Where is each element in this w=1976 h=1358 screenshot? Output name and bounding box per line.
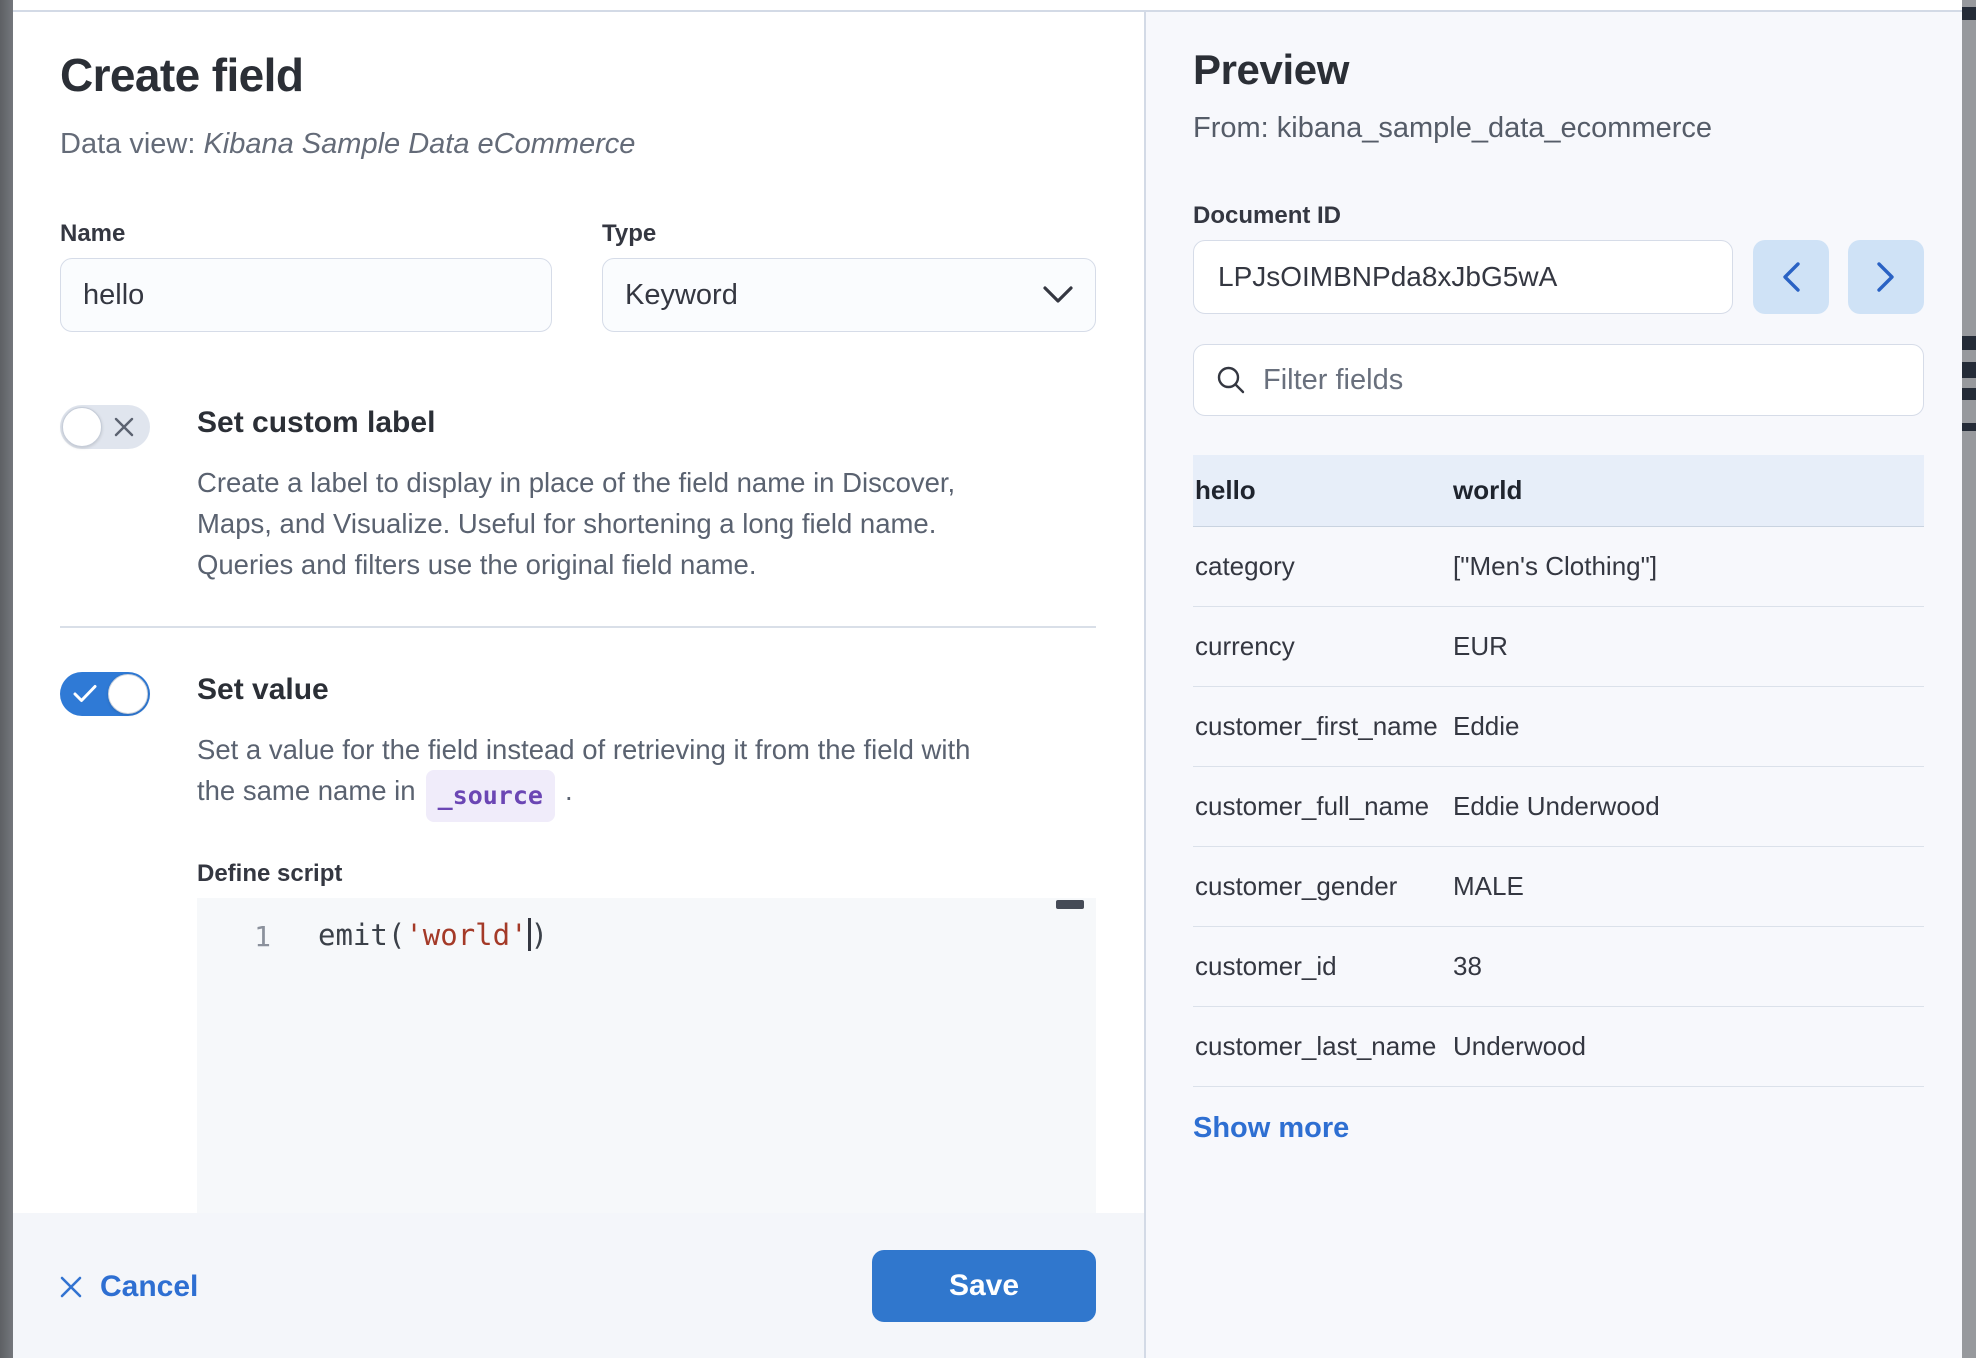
set-custom-label-description: Create a label to display in place of th… <box>197 462 955 585</box>
editor-code-line: emit('world') <box>318 918 548 952</box>
name-input-value: hello <box>83 278 145 311</box>
code-close-paren: ) <box>530 918 548 952</box>
field-name-cell: customer_gender <box>1195 871 1398 901</box>
preview-table-header-row: hello world <box>1193 455 1924 527</box>
text-cursor <box>527 918 531 951</box>
description-text: the same name in <box>197 775 416 806</box>
field-value-cell: Underwood <box>1453 1031 1586 1061</box>
search-icon <box>1216 365 1246 395</box>
page-behind-artifact <box>1962 362 1976 378</box>
panel-divider <box>1144 12 1146 1358</box>
cancel-button[interactable]: Cancel <box>57 1270 198 1304</box>
new-field-name: hello <box>1195 475 1256 505</box>
set-value-description: Set a value for the field instead of ret… <box>197 729 970 822</box>
toggle-on-check-icon <box>73 685 97 704</box>
name-input[interactable]: hello <box>60 258 552 332</box>
toggle-knob <box>62 407 102 447</box>
filter-fields-placeholder: Filter fields <box>1263 363 1404 396</box>
editor-line-number: 1 <box>254 920 271 953</box>
previous-document-button[interactable] <box>1753 240 1829 314</box>
field-name-cell: currency <box>1195 631 1295 661</box>
table-row[interactable]: customer_full_name Eddie Underwood <box>1193 767 1924 847</box>
field-value-cell: MALE <box>1453 871 1524 901</box>
field-value-cell: Eddie <box>1453 711 1520 741</box>
table-row[interactable]: customer_last_name Underwood <box>1193 1007 1924 1087</box>
data-view-subtitle: Data view: Kibana Sample Data eCommerce <box>60 128 635 161</box>
define-script-label: Define script <box>197 860 343 887</box>
preview-panel <box>1146 12 1962 1358</box>
close-icon <box>57 1273 85 1301</box>
code-string-literal: 'world' <box>405 918 528 952</box>
set-custom-label-toggle[interactable] <box>60 405 150 449</box>
field-name-cell: customer_id <box>1195 951 1337 981</box>
description-line: Create a label to display in place of th… <box>197 467 956 498</box>
section-divider <box>60 626 1096 628</box>
field-name-cell: customer_last_name <box>1195 1031 1437 1061</box>
flyout-top-border <box>13 10 1962 12</box>
description-line: the same name in _source. <box>197 770 970 822</box>
source-code-chip: _source <box>425 770 555 822</box>
table-row[interactable]: customer_first_name Eddie <box>1193 687 1924 767</box>
code-function: emit( <box>318 918 406 952</box>
table-row[interactable]: customer_gender MALE <box>1193 847 1924 927</box>
description-line: Set a value for the field instead of ret… <box>197 734 971 765</box>
preview-fields-table: hello world category ["Men's Clothing"] … <box>1193 455 1924 1087</box>
field-value-cell: 38 <box>1453 951 1482 981</box>
chevron-left-icon <box>1781 261 1801 293</box>
preview-from-index: From: kibana_sample_data_ecommerce <box>1193 112 1713 144</box>
page-behind-artifact <box>1962 7 1976 20</box>
preview-table-body: category ["Men's Clothing"] currency EUR… <box>1193 527 1924 1087</box>
field-name-cell: customer_first_name <box>1195 711 1438 741</box>
page-behind-artifact <box>1962 423 1976 431</box>
next-document-button[interactable] <box>1848 240 1924 314</box>
type-field-label: Type <box>602 220 657 247</box>
type-select[interactable]: Keyword <box>602 258 1096 332</box>
description-text: . <box>564 775 573 806</box>
show-more-link[interactable]: Show more <box>1193 1112 1350 1144</box>
script-code-editor[interactable]: 1 emit('world') <box>197 898 1096 1213</box>
table-row[interactable]: currency EUR <box>1193 607 1924 687</box>
page-behind-left-edge <box>0 0 13 1358</box>
document-id-input[interactable]: LPJsOIMBNPda8xJbG5wA <box>1193 240 1733 314</box>
filter-fields-input[interactable]: Filter fields <box>1193 344 1924 416</box>
page-behind-right-edge <box>1962 0 1976 1358</box>
toggle-knob <box>108 674 148 714</box>
preview-title: Preview <box>1193 46 1349 93</box>
editor-scrollbar-thumb[interactable] <box>1056 900 1084 909</box>
description-line: Queries and filters use the original fie… <box>197 549 757 580</box>
cancel-button-label: Cancel <box>100 1270 199 1303</box>
document-id-value: LPJsOIMBNPda8xJbG5wA <box>1218 261 1558 292</box>
field-name-cell: customer_full_name <box>1195 791 1430 821</box>
save-button[interactable]: Save <box>872 1250 1096 1322</box>
set-custom-label-title: Set custom label <box>197 406 436 439</box>
page-behind-artifact <box>1962 388 1976 400</box>
chevron-down-icon <box>1043 286 1073 304</box>
data-view-name: Kibana Sample Data eCommerce <box>203 128 636 160</box>
page-title: Create field <box>60 49 304 101</box>
chevron-right-icon <box>1876 261 1896 293</box>
type-select-value: Keyword <box>625 278 738 311</box>
set-value-toggle[interactable] <box>60 672 150 716</box>
set-value-title: Set value <box>197 673 329 706</box>
field-value-cell: EUR <box>1453 631 1508 661</box>
field-value-cell: ["Men's Clothing"] <box>1453 551 1658 581</box>
data-view-label: Data view: <box>60 128 204 160</box>
field-name-cell: category <box>1195 551 1295 581</box>
toggle-off-x-icon <box>112 415 136 439</box>
page-behind-artifact <box>1962 336 1976 350</box>
table-row[interactable]: customer_id 38 <box>1193 927 1924 1007</box>
document-id-label: Document ID <box>1193 202 1342 229</box>
table-row[interactable]: category ["Men's Clothing"] <box>1193 527 1924 607</box>
name-field-label: Name <box>60 220 126 247</box>
new-field-value: world <box>1453 475 1523 505</box>
field-value-cell: Eddie Underwood <box>1453 791 1660 821</box>
description-line: Maps, and Visualize. Useful for shorteni… <box>197 508 937 539</box>
